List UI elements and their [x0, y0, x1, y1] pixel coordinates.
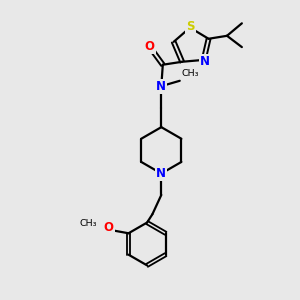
- Text: CH₃: CH₃: [79, 219, 97, 228]
- Text: O: O: [103, 221, 114, 234]
- Text: N: N: [156, 80, 166, 93]
- Text: O: O: [145, 40, 155, 53]
- Text: N: N: [156, 167, 166, 180]
- Text: S: S: [186, 20, 195, 33]
- Text: N: N: [200, 55, 210, 68]
- Text: CH₃: CH₃: [181, 69, 199, 78]
